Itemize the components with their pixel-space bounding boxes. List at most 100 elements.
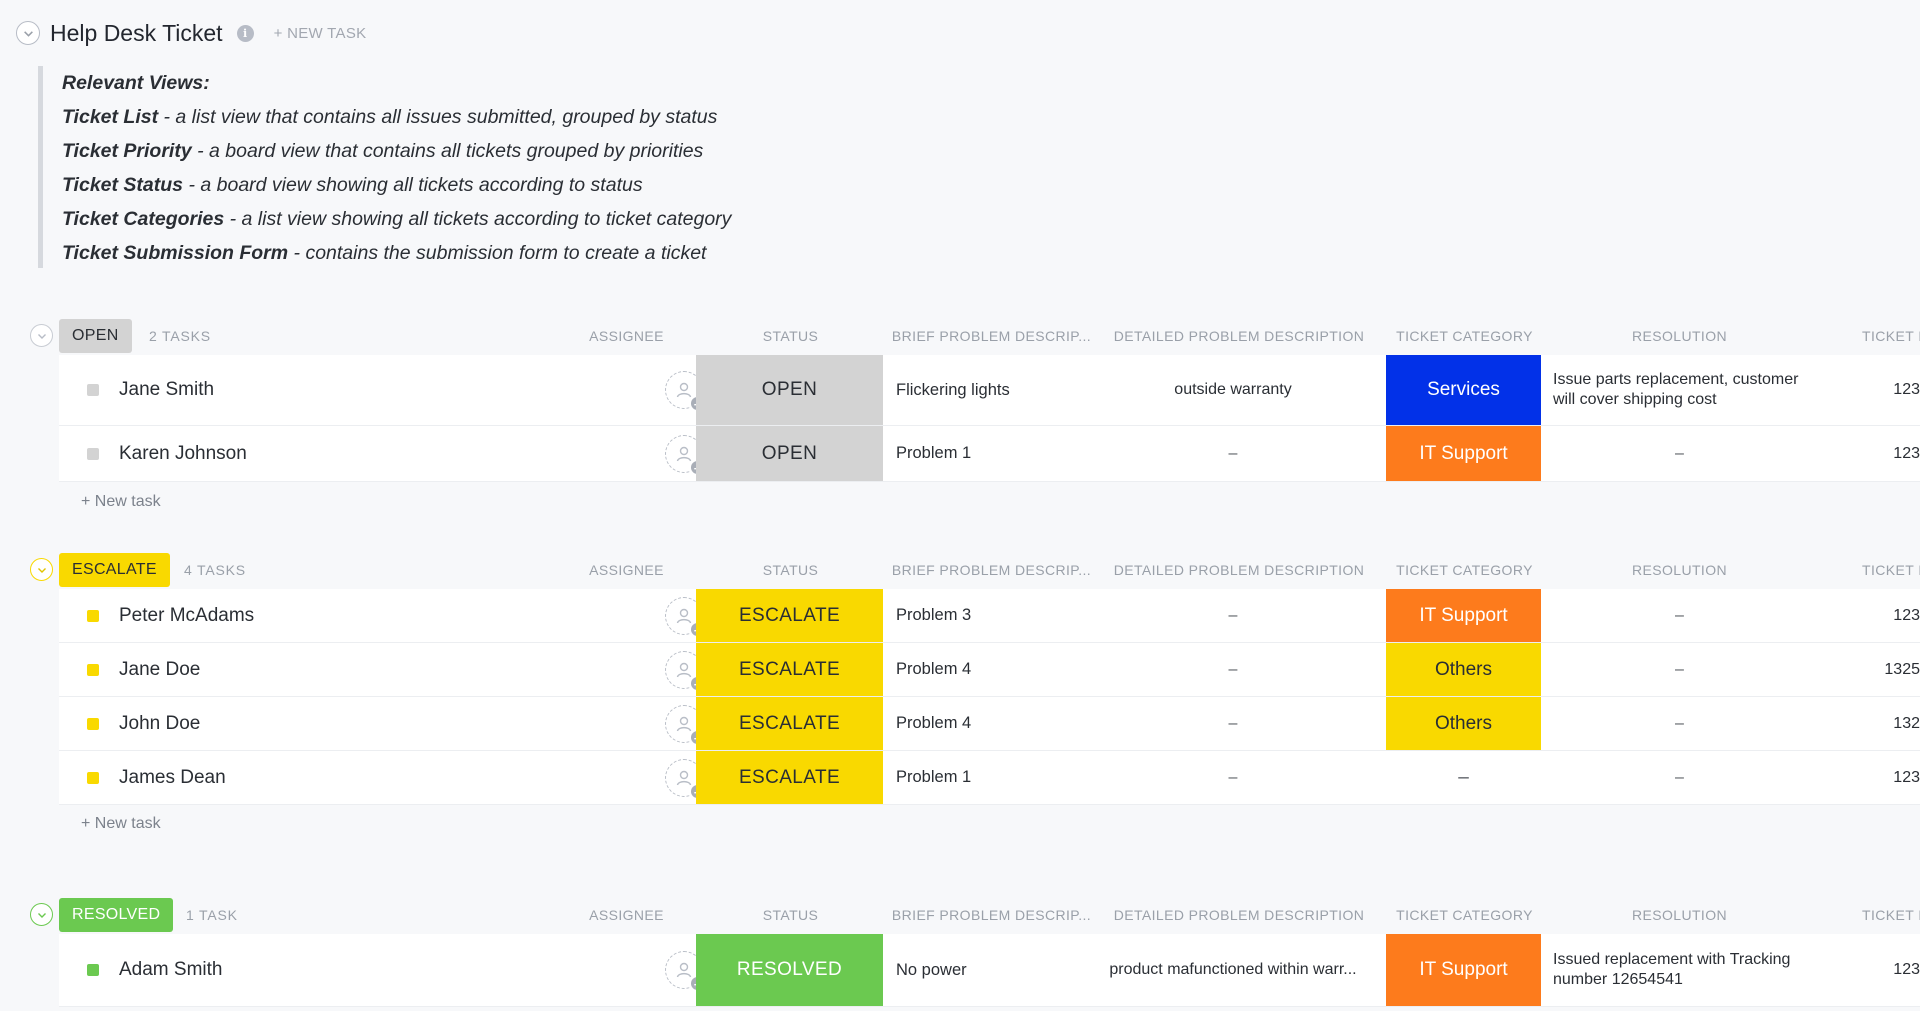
table-row[interactable]: Peter McAdams + ESCALATE Problem 3 – IT … bbox=[59, 589, 1920, 643]
group-collapse-toggle[interactable] bbox=[30, 558, 53, 581]
task-name-cell[interactable]: Jane Doe bbox=[59, 643, 584, 696]
column-header-assignee[interactable]: ASSIGNEE bbox=[589, 328, 664, 344]
column-header-resolution[interactable]: RESOLUTION bbox=[1631, 328, 1727, 344]
resolution-cell[interactable]: – bbox=[1675, 768, 1684, 786]
column-header-detailed[interactable]: DETAILED PROBLEM DESCRIPTION bbox=[1113, 562, 1365, 578]
status-cell[interactable]: ESCALATE bbox=[696, 643, 883, 696]
column-header-category[interactable]: TICKET CATEGORY bbox=[1396, 562, 1533, 578]
resolution-cell[interactable]: – bbox=[1675, 444, 1684, 462]
collapse-list-toggle[interactable] bbox=[16, 21, 40, 45]
status-dot[interactable] bbox=[87, 609, 99, 622]
task-name-cell[interactable]: James Dean bbox=[59, 751, 584, 804]
group-collapse-toggle[interactable] bbox=[30, 903, 53, 926]
task-name-cell[interactable]: Jane Smith bbox=[59, 355, 584, 425]
ticket-category-cell[interactable]: Services bbox=[1386, 355, 1541, 425]
status-cell[interactable]: OPEN bbox=[696, 355, 883, 425]
status-dot[interactable] bbox=[87, 964, 99, 976]
task-name[interactable]: Adam Smith bbox=[119, 959, 223, 980]
column-header-brief[interactable]: BRIEF PROBLEM DESCRIP... bbox=[891, 907, 1092, 923]
column-header-ticket[interactable]: TICKET I bbox=[1862, 328, 1920, 344]
column-header-status[interactable]: STATUS bbox=[762, 562, 819, 578]
status-cell[interactable]: RESOLVED bbox=[696, 934, 883, 1006]
ticket-id-cell[interactable]: 123 bbox=[1893, 961, 1920, 978]
ticket-category-cell[interactable]: IT Support bbox=[1386, 934, 1541, 1006]
column-header-brief[interactable]: BRIEF PROBLEM DESCRIP... bbox=[891, 328, 1092, 344]
info-icon[interactable]: i bbox=[236, 24, 254, 42]
brief-description-cell[interactable]: Problem 1 bbox=[896, 768, 972, 786]
brief-description-cell[interactable]: Problem 4 bbox=[896, 660, 972, 678]
ticket-category-cell[interactable]: IT Support bbox=[1386, 426, 1541, 481]
resolution-cell[interactable]: – bbox=[1675, 606, 1684, 624]
brief-description-cell[interactable]: Problem 3 bbox=[896, 606, 972, 624]
task-name-cell[interactable]: John Doe bbox=[59, 697, 584, 750]
detailed-description-cell[interactable]: – bbox=[1228, 444, 1238, 462]
ticket-category-cell[interactable]: – bbox=[1458, 766, 1469, 788]
status-dot[interactable] bbox=[87, 447, 99, 460]
status-dot[interactable] bbox=[87, 771, 99, 784]
task-name[interactable]: Jane Doe bbox=[119, 658, 201, 680]
ticket-id-cell[interactable]: 1325 bbox=[1884, 660, 1920, 678]
task-count: 2 TASKS bbox=[149, 328, 211, 344]
column-header-brief[interactable]: BRIEF PROBLEM DESCRIP... bbox=[891, 562, 1092, 578]
status-dot[interactable] bbox=[87, 717, 99, 730]
ticket-id-cell[interactable]: 123 bbox=[1893, 444, 1920, 462]
ticket-id-cell[interactable]: 123 bbox=[1893, 606, 1920, 624]
ticket-id-cell[interactable]: 132 bbox=[1893, 714, 1920, 732]
task-name[interactable]: Peter McAdams bbox=[119, 604, 255, 626]
resolution-cell[interactable]: Issued replacement with Tracking number … bbox=[1553, 951, 1791, 988]
task-name[interactable]: James Dean bbox=[119, 766, 226, 788]
new-task-button[interactable]: + NEW TASK bbox=[273, 24, 367, 42]
detailed-description-cell[interactable]: – bbox=[1228, 714, 1238, 732]
task-name[interactable]: John Doe bbox=[119, 712, 201, 734]
table-row[interactable]: Adam Smith + RESOLVED No power product m… bbox=[59, 934, 1920, 1007]
resolution-cell[interactable]: Issue parts replacement, customer will c… bbox=[1553, 371, 1799, 408]
brief-description-cell[interactable]: Problem 4 bbox=[896, 714, 972, 732]
task-name[interactable]: Jane Smith bbox=[119, 379, 215, 400]
column-header-status[interactable]: STATUS bbox=[762, 907, 819, 923]
table-row[interactable]: John Doe + ESCALATE Problem 4 – Others –… bbox=[59, 697, 1920, 751]
column-header-resolution[interactable]: RESOLUTION bbox=[1631, 907, 1727, 923]
table-row[interactable]: Jane Smith + OPEN Flickering lights outs… bbox=[59, 355, 1920, 426]
column-header-ticket[interactable]: TICKET I bbox=[1862, 907, 1920, 923]
group-collapse-toggle[interactable] bbox=[30, 324, 53, 347]
detailed-description-cell[interactable]: – bbox=[1228, 660, 1238, 678]
column-header-status[interactable]: STATUS bbox=[762, 328, 819, 344]
status-dot[interactable] bbox=[87, 384, 99, 396]
status-cell[interactable]: ESCALATE bbox=[696, 697, 883, 750]
detailed-description-cell[interactable]: – bbox=[1228, 606, 1238, 624]
ticket-id-cell[interactable]: 123 bbox=[1893, 381, 1920, 398]
status-cell[interactable]: OPEN bbox=[696, 426, 883, 481]
add-new-task-link[interactable]: + New task bbox=[81, 493, 161, 510]
task-name-cell[interactable]: Peter McAdams bbox=[59, 589, 584, 642]
table-row[interactable]: Karen Johnson + OPEN Problem 1 – IT Supp… bbox=[59, 426, 1920, 482]
task-name[interactable]: Karen Johnson bbox=[119, 442, 247, 464]
status-cell[interactable]: ESCALATE bbox=[696, 751, 883, 804]
column-header-category[interactable]: TICKET CATEGORY bbox=[1396, 328, 1533, 344]
resolution-cell[interactable]: – bbox=[1675, 714, 1684, 732]
ticket-id-cell[interactable]: 123 bbox=[1893, 768, 1920, 786]
detailed-description-cell[interactable]: outside warranty bbox=[1174, 381, 1292, 398]
add-new-task-link[interactable]: + New task bbox=[81, 815, 161, 832]
status-dot[interactable] bbox=[87, 663, 99, 676]
column-header-ticket[interactable]: TICKET I bbox=[1862, 562, 1920, 578]
detailed-description-cell[interactable]: product mafunctioned within warr... bbox=[1109, 961, 1357, 978]
column-header-detailed[interactable]: DETAILED PROBLEM DESCRIPTION bbox=[1113, 907, 1365, 923]
column-header-detailed[interactable]: DETAILED PROBLEM DESCRIPTION bbox=[1113, 328, 1365, 344]
ticket-category-cell[interactable]: IT Support bbox=[1386, 589, 1541, 642]
table-row[interactable]: James Dean + ESCALATE Problem 1 – – – 12… bbox=[59, 751, 1920, 805]
brief-description-cell[interactable]: Flickering lights bbox=[896, 380, 1010, 399]
ticket-category-cell[interactable]: Others bbox=[1386, 643, 1541, 696]
resolution-cell[interactable]: – bbox=[1675, 660, 1684, 678]
brief-description-cell[interactable]: Problem 1 bbox=[896, 444, 972, 462]
status-cell[interactable]: ESCALATE bbox=[696, 589, 883, 642]
table-row[interactable]: Jane Doe + ESCALATE Problem 4 – Others –… bbox=[59, 643, 1920, 697]
ticket-category-cell[interactable]: Others bbox=[1386, 697, 1541, 750]
column-header-assignee[interactable]: ASSIGNEE bbox=[589, 562, 664, 578]
detailed-description-cell[interactable]: – bbox=[1228, 768, 1238, 786]
task-name-cell[interactable]: Karen Johnson bbox=[59, 426, 584, 481]
column-header-resolution[interactable]: RESOLUTION bbox=[1631, 562, 1727, 578]
task-name-cell[interactable]: Adam Smith bbox=[59, 934, 584, 1006]
column-header-assignee[interactable]: ASSIGNEE bbox=[589, 907, 664, 923]
brief-description-cell[interactable]: No power bbox=[896, 960, 967, 979]
column-header-category[interactable]: TICKET CATEGORY bbox=[1396, 907, 1533, 923]
